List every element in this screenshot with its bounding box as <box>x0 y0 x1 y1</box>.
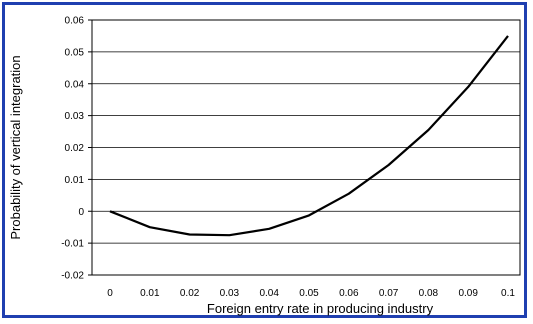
x-tick-label: 0.02 <box>180 288 200 299</box>
x-tick-label: 0.09 <box>458 288 478 299</box>
x-tick-label: 0 <box>107 288 113 299</box>
y-tick-label: 0.01 <box>65 175 85 186</box>
x-tick-label: 0.03 <box>220 288 240 299</box>
x-tick-label: 0.04 <box>259 288 279 299</box>
x-tick-label: 0.06 <box>339 288 359 299</box>
y-tick-label: 0.06 <box>65 16 85 27</box>
y-tick-label: -0.02 <box>61 271 84 282</box>
y-axis-title: Probability of vertical integration <box>8 55 23 239</box>
y-tick-label: 0 <box>78 207 84 218</box>
series-line <box>109 35 509 237</box>
gridlines <box>92 19 520 276</box>
x-axis-ticks: 0 0.01 0.02 0.03 0.04 0.05 0.06 0.07 0.08 0.09 0.1 <box>107 288 515 299</box>
x-tick-label: 0.08 <box>419 288 439 299</box>
y-tick-label: 0.02 <box>65 143 85 154</box>
y-tick-label: 0.03 <box>65 111 85 122</box>
chart-frame <box>2 2 527 318</box>
y-axis-ticks: -0.02 -0.01 0 0.01 0.02 0.03 0.04 0.05 0.06 <box>61 16 92 282</box>
y-tick-label: 0.04 <box>65 79 85 90</box>
x-axis-title: Foreign entry rate in producing industry <box>207 301 434 316</box>
x-tick-label: 0.1 <box>501 288 515 299</box>
x-tick-label: 0.07 <box>379 288 399 299</box>
y-tick-label: -0.01 <box>61 239 84 250</box>
y-tick-label: 0.05 <box>65 47 85 58</box>
x-tick-label: 0.05 <box>299 288 319 299</box>
x-tick-label: 0.01 <box>140 288 160 299</box>
